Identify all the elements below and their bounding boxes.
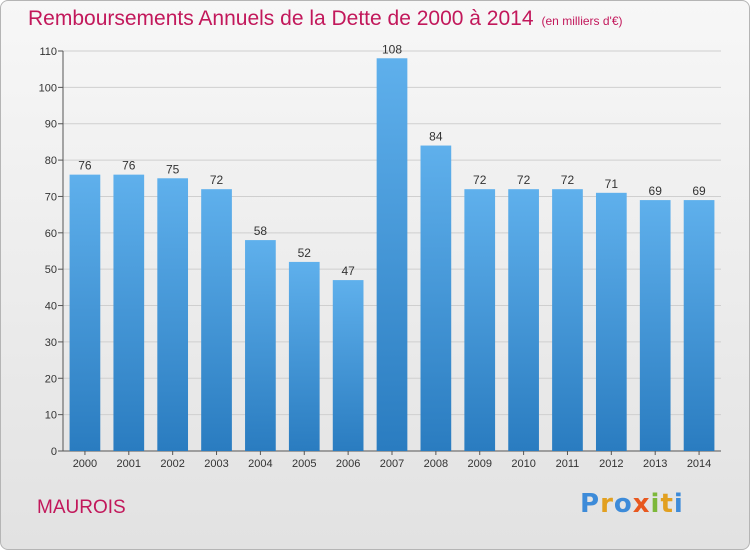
bar [464, 189, 496, 451]
x-tick-label: 2008 [424, 458, 448, 470]
x-tick-label: 2004 [248, 458, 272, 470]
labels: 0 10 20 30 40 50 60 70 80 90 100 110 76 2000 76 2001 75 2… [39, 42, 712, 470]
data-label: 76 [78, 159, 92, 173]
proxiti-logo: Proxiti [580, 489, 684, 519]
x-tick-label: 2011 [556, 458, 580, 470]
bar [245, 240, 276, 451]
bar [552, 189, 583, 451]
bar [595, 192, 627, 451]
x-tick-label: 2007 [380, 458, 404, 470]
data-label: 69 [649, 184, 663, 198]
data-label: 76 [122, 159, 136, 173]
data-label: 108 [382, 42, 402, 56]
bar [332, 280, 364, 451]
bar [69, 174, 101, 452]
y-tick-label: 50 [45, 264, 57, 276]
y-tick-label: 0 [51, 446, 57, 458]
x-tick-label: 2014 [687, 458, 711, 470]
y-tick-label: 60 [45, 228, 57, 240]
bar [508, 189, 539, 451]
data-label: 72 [210, 173, 224, 187]
data-label: 52 [298, 246, 312, 260]
y-tick-label: 20 [45, 373, 57, 385]
bar [157, 178, 189, 452]
town-name: MAUROIS [37, 497, 126, 518]
data-label: 58 [254, 224, 268, 238]
bar [376, 58, 408, 451]
y-tick-label: 10 [45, 410, 57, 422]
x-tick-label: 2012 [599, 458, 623, 470]
x-tick-label: 2010 [511, 458, 535, 470]
chart-title: Remboursements Annuels de la Dette de 20… [28, 7, 623, 31]
data-label: 75 [166, 162, 180, 176]
y-tick-label: 90 [45, 119, 57, 131]
data-label: 84 [429, 130, 443, 144]
y-tick-label: 30 [45, 337, 57, 349]
bar [201, 189, 232, 451]
bar [288, 261, 320, 451]
x-tick-label: 2003 [204, 458, 228, 470]
data-label: 72 [561, 173, 575, 187]
data-label: 69 [692, 184, 706, 198]
data-label: 71 [605, 177, 619, 191]
data-label: 72 [517, 173, 531, 187]
chart-unit: (en milliers d'€) [541, 14, 623, 28]
y-tick-label: 80 [45, 155, 57, 167]
data-label: 47 [341, 264, 355, 278]
y-tick-label: 100 [39, 82, 57, 94]
x-tick-label: 2006 [336, 458, 360, 470]
x-tick-label: 2001 [117, 458, 141, 470]
bar [683, 200, 715, 451]
bar [113, 174, 145, 452]
bar [639, 200, 671, 451]
x-tick-label: 2000 [73, 458, 97, 470]
y-tick-label: 110 [39, 46, 57, 58]
y-tick-label: 40 [45, 301, 57, 313]
data-label: 72 [473, 173, 487, 187]
x-tick-label: 2002 [160, 458, 184, 470]
bars [69, 58, 715, 452]
chart-title-text: Remboursements Annuels de la Dette de 20… [28, 7, 534, 30]
x-tick-label: 2005 [292, 458, 316, 470]
y-tick-label: 70 [45, 191, 57, 203]
x-tick-label: 2009 [467, 458, 491, 470]
x-tick-label: 2013 [643, 458, 667, 470]
bar [420, 145, 452, 451]
